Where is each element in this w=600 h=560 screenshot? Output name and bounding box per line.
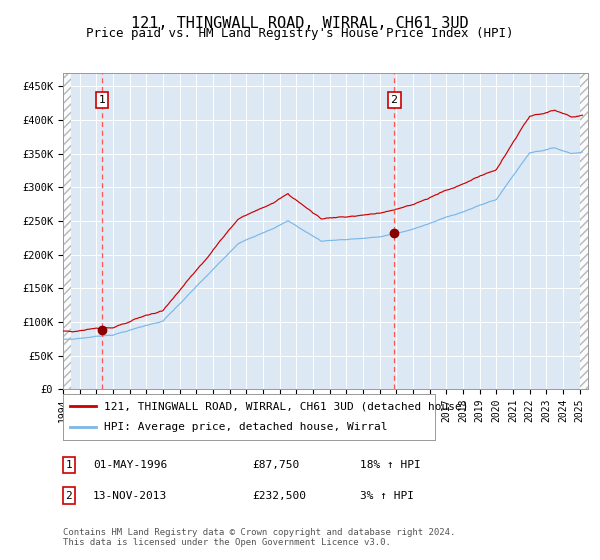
Text: 1: 1 bbox=[98, 95, 106, 105]
Bar bbox=[580, 73, 588, 389]
Bar bbox=[63, 73, 71, 389]
Text: 2: 2 bbox=[391, 95, 398, 105]
Text: £232,500: £232,500 bbox=[252, 491, 306, 501]
Text: 13-NOV-2013: 13-NOV-2013 bbox=[93, 491, 167, 501]
Text: 2: 2 bbox=[65, 491, 73, 501]
Text: HPI: Average price, detached house, Wirral: HPI: Average price, detached house, Wirr… bbox=[104, 422, 388, 432]
Text: Price paid vs. HM Land Registry's House Price Index (HPI): Price paid vs. HM Land Registry's House … bbox=[86, 27, 514, 40]
Text: 01-MAY-1996: 01-MAY-1996 bbox=[93, 460, 167, 470]
Text: 18% ↑ HPI: 18% ↑ HPI bbox=[360, 460, 421, 470]
Text: 121, THINGWALL ROAD, WIRRAL, CH61 3UD (detached house): 121, THINGWALL ROAD, WIRRAL, CH61 3UD (d… bbox=[104, 401, 469, 411]
Text: 3% ↑ HPI: 3% ↑ HPI bbox=[360, 491, 414, 501]
Text: 1: 1 bbox=[65, 460, 73, 470]
Text: £87,750: £87,750 bbox=[252, 460, 299, 470]
Text: Contains HM Land Registry data © Crown copyright and database right 2024.
This d: Contains HM Land Registry data © Crown c… bbox=[63, 528, 455, 547]
Text: 121, THINGWALL ROAD, WIRRAL, CH61 3UD: 121, THINGWALL ROAD, WIRRAL, CH61 3UD bbox=[131, 16, 469, 31]
